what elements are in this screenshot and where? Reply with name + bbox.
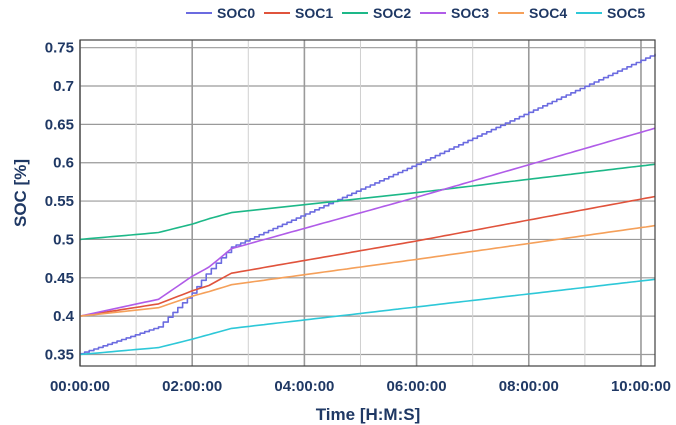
- grid: [79, 40, 655, 366]
- x-tick-label: 02:00:00: [162, 378, 222, 395]
- legend-item-soc4: SOC4: [498, 5, 567, 21]
- x-tick-label: 06:00:00: [387, 378, 447, 395]
- y-tick-label: 0.75: [45, 40, 74, 57]
- x-tick-label: 08:00:00: [499, 378, 559, 395]
- legend-label: SOC0: [217, 5, 255, 21]
- legend-label: SOC1: [295, 5, 333, 21]
- legend-label: SOC4: [529, 5, 567, 21]
- legend-item-soc5: SOC5: [576, 5, 645, 21]
- y-tick-label: 0.65: [45, 116, 74, 133]
- series-line-soc2: [79, 163, 656, 241]
- x-tick-label: 00:00:00: [50, 378, 110, 395]
- legend-item-soc0: SOC0: [186, 5, 255, 21]
- legend: SOC0 SOC1 SOC2 SOC3 SOC4 SOC5: [186, 5, 645, 21]
- series-line-soc3: [79, 127, 656, 317]
- y-tick-label: 0.55: [45, 193, 74, 210]
- y-tick-label: 0.35: [45, 346, 74, 363]
- legend-label: SOC3: [451, 5, 489, 21]
- y-axis-title: SOC [%]: [11, 159, 30, 227]
- x-axis-title: Time [H:M:S]: [316, 405, 421, 424]
- plot-frame: [79, 39, 656, 367]
- legend-label: SOC2: [373, 5, 411, 21]
- x-tick-label: 10:00:00: [611, 378, 671, 395]
- x-tick-labels: 00:00:00 02:00:00 04:00:00 06:00:00 08:00:00…: [50, 378, 671, 395]
- y-tick-label: 0.4: [53, 308, 75, 325]
- legend-item-soc1: SOC1: [264, 5, 333, 21]
- y-tick-labels: 0.35 0.4 0.45 0.5 0.55 0.6 0.65 0.7 0.75: [45, 40, 75, 364]
- y-tick-label: 0.5: [53, 231, 74, 248]
- series-line-soc4: [79, 224, 656, 317]
- y-tick-label: 0.45: [45, 270, 74, 287]
- legend-item-soc3: SOC3: [420, 5, 489, 21]
- x-tick-label: 04:00:00: [274, 378, 334, 395]
- y-tick-label: 0.6: [53, 155, 74, 172]
- legend-label: SOC5: [607, 5, 645, 21]
- y-tick-label: 0.7: [53, 78, 74, 95]
- series-lines: [79, 53, 656, 356]
- legend-item-soc2: SOC2: [342, 5, 411, 21]
- series-line-soc1: [79, 195, 656, 317]
- series-line-soc0: [80, 53, 656, 355]
- series-line-soc5: [79, 278, 656, 356]
